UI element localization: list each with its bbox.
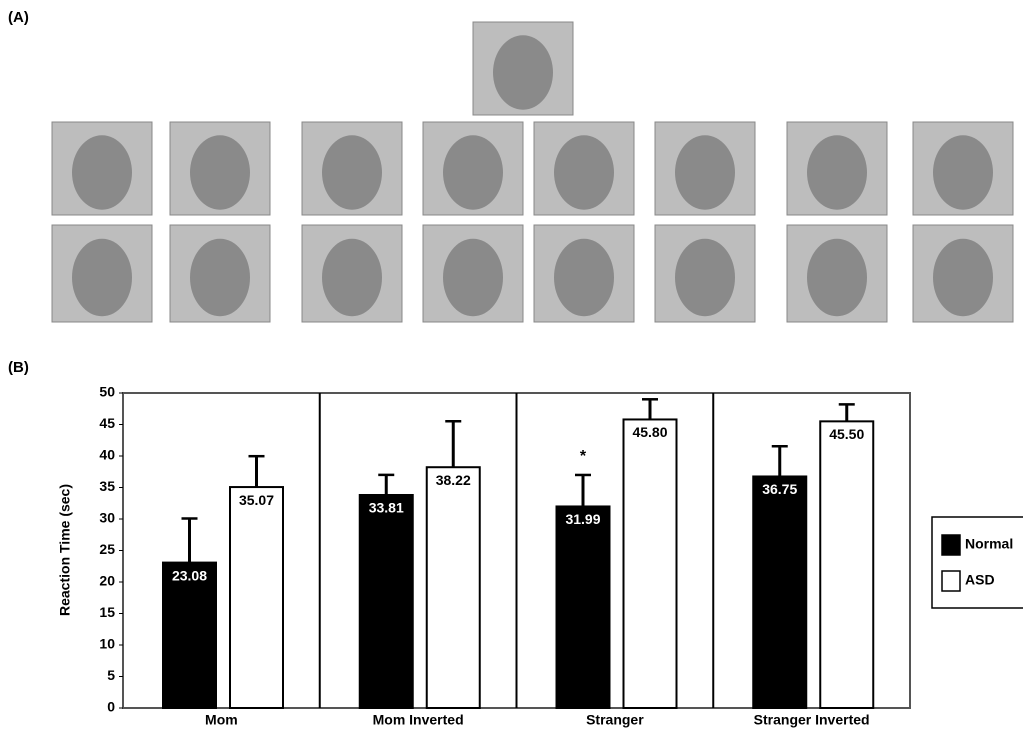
photo-face [933, 239, 993, 317]
x-tick-label: Mom [205, 712, 238, 728]
page: {"panel_a_label": "(A)", "chart_data": {… [0, 0, 1023, 731]
photo-face [190, 135, 250, 209]
photo-face [72, 239, 132, 317]
value-label: 31.99 [565, 511, 600, 527]
legend-label: Normal [965, 536, 1013, 552]
photo-face [493, 35, 553, 109]
photo-face [807, 135, 867, 209]
bar [427, 467, 480, 708]
y-tick-label: 0 [107, 699, 115, 715]
bar [557, 506, 610, 708]
panel-label: (B) [8, 359, 29, 376]
y-tick-label: 30 [99, 510, 115, 526]
y-tick-label: 40 [99, 447, 115, 463]
y-tick-label: 10 [99, 636, 115, 652]
photo-face [933, 135, 993, 209]
bar [624, 419, 677, 708]
bar [820, 421, 873, 708]
y-tick-label: 45 [99, 415, 115, 431]
face-photos [52, 22, 1013, 322]
value-label: 45.50 [829, 426, 864, 442]
x-tick-label: Stranger Inverted [754, 712, 870, 728]
photo-face [443, 239, 503, 317]
bar [230, 487, 283, 708]
bar [163, 563, 216, 708]
legend-swatch [942, 535, 960, 555]
bar [753, 476, 806, 708]
photo-face [190, 239, 250, 317]
y-tick-label: 50 [99, 384, 115, 400]
photo-face [675, 135, 735, 209]
value-label: 33.81 [369, 500, 404, 516]
x-tick-label: Mom Inverted [373, 712, 464, 728]
photo-face [72, 135, 132, 209]
photo-face [675, 239, 735, 317]
y-axis-label: Reaction Time (sec) [57, 484, 73, 616]
value-label: 38.22 [436, 472, 471, 488]
y-tick-label: 15 [99, 604, 115, 620]
annotation: * [580, 448, 587, 465]
photo-face [554, 239, 614, 317]
photo-face [807, 239, 867, 317]
bar [360, 495, 413, 708]
panel-label: (A) [8, 9, 29, 26]
legend-label: ASD [965, 572, 995, 588]
y-tick-label: 25 [99, 541, 115, 557]
y-tick-label: 5 [107, 667, 115, 683]
figure: (A) (B) Reaction Time (sec) 0 5 10 15 20 25 30… [0, 0, 1023, 731]
y-tick-label: 20 [99, 573, 115, 589]
x-tick-label: Stranger [586, 712, 644, 728]
value-label: 45.80 [632, 424, 667, 440]
photo-face [322, 135, 382, 209]
legend-box [932, 517, 1023, 608]
legend-swatch [942, 571, 960, 591]
photo-face [322, 239, 382, 317]
value-label: 36.75 [762, 481, 797, 497]
photo-face [554, 135, 614, 209]
value-label: 35.07 [239, 492, 274, 508]
value-label: 23.08 [172, 567, 207, 583]
y-tick-label: 35 [99, 478, 115, 494]
photo-face [443, 135, 503, 209]
